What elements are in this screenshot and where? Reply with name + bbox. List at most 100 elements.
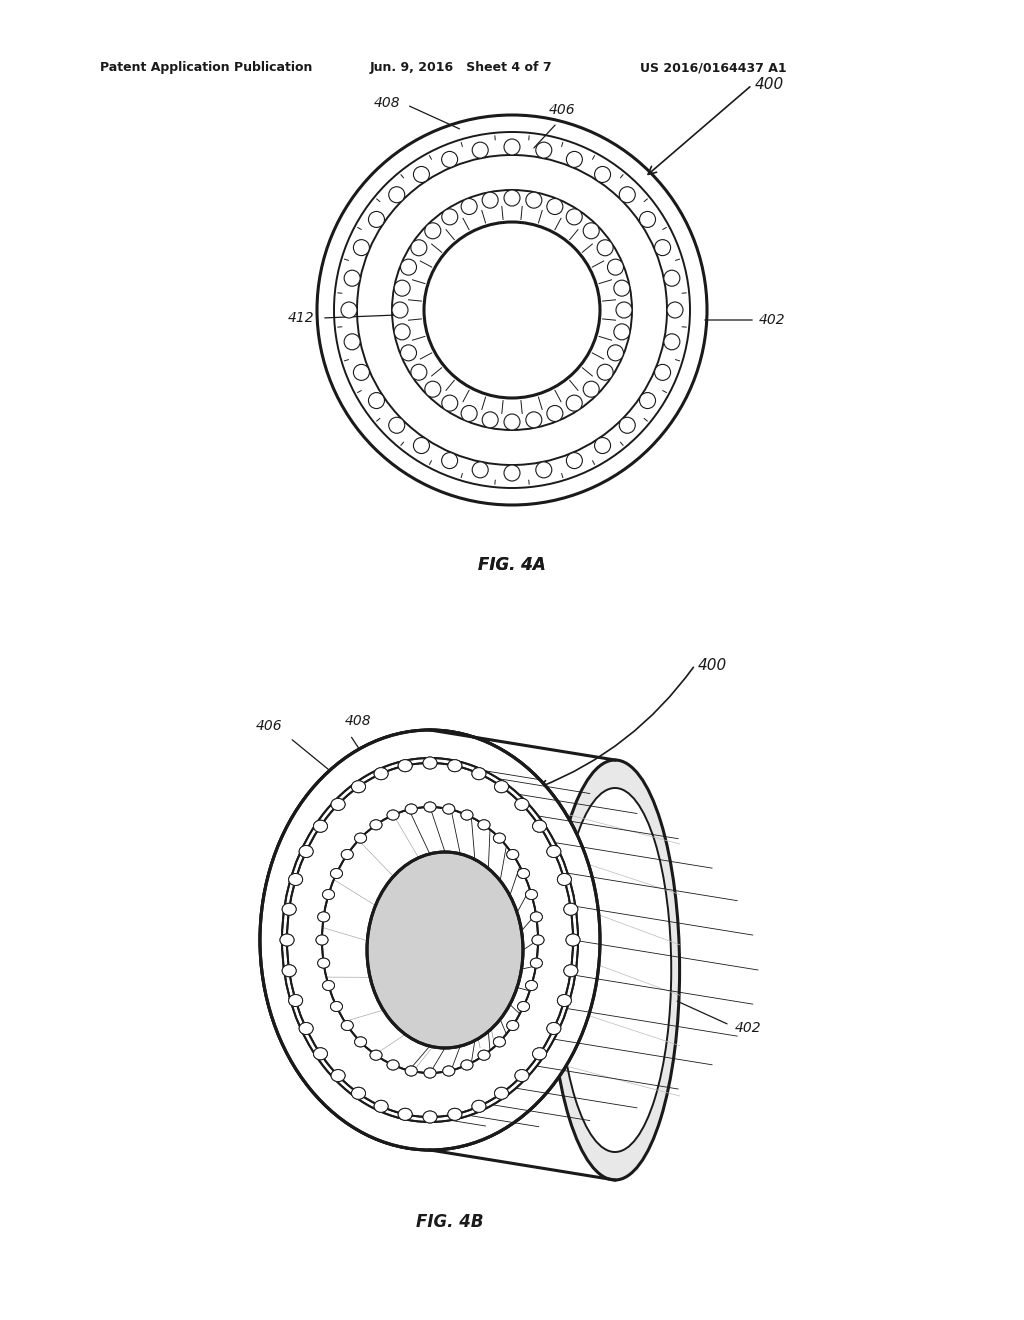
Ellipse shape bbox=[559, 788, 672, 1152]
Text: 404: 404 bbox=[455, 993, 481, 1007]
Ellipse shape bbox=[507, 1020, 519, 1031]
Circle shape bbox=[667, 302, 683, 318]
Ellipse shape bbox=[398, 760, 413, 772]
Ellipse shape bbox=[398, 760, 413, 772]
Ellipse shape bbox=[331, 1069, 345, 1081]
Ellipse shape bbox=[280, 935, 294, 946]
Circle shape bbox=[414, 166, 429, 182]
Ellipse shape bbox=[495, 1088, 509, 1100]
Ellipse shape bbox=[530, 912, 543, 921]
Ellipse shape bbox=[557, 874, 571, 886]
Ellipse shape bbox=[283, 965, 296, 977]
Ellipse shape bbox=[354, 1038, 367, 1047]
Ellipse shape bbox=[424, 1068, 436, 1078]
Ellipse shape bbox=[323, 890, 335, 899]
Circle shape bbox=[526, 412, 542, 428]
Ellipse shape bbox=[283, 965, 296, 977]
Ellipse shape bbox=[289, 994, 303, 1007]
Circle shape bbox=[389, 186, 404, 203]
Ellipse shape bbox=[494, 1038, 506, 1047]
Ellipse shape bbox=[566, 935, 580, 946]
Ellipse shape bbox=[283, 903, 296, 915]
Circle shape bbox=[441, 209, 458, 224]
Circle shape bbox=[441, 453, 458, 469]
Ellipse shape bbox=[478, 820, 490, 830]
Circle shape bbox=[566, 152, 583, 168]
Ellipse shape bbox=[354, 1038, 367, 1047]
Circle shape bbox=[425, 381, 440, 397]
Circle shape bbox=[341, 302, 357, 318]
Ellipse shape bbox=[423, 1111, 437, 1123]
Circle shape bbox=[400, 345, 417, 360]
Ellipse shape bbox=[442, 804, 455, 814]
Ellipse shape bbox=[299, 846, 313, 858]
Circle shape bbox=[607, 259, 624, 275]
Circle shape bbox=[424, 222, 600, 399]
Ellipse shape bbox=[313, 820, 328, 832]
Ellipse shape bbox=[323, 890, 335, 899]
Circle shape bbox=[620, 186, 635, 203]
Ellipse shape bbox=[351, 780, 366, 793]
Ellipse shape bbox=[313, 1048, 328, 1060]
Ellipse shape bbox=[461, 810, 473, 820]
Ellipse shape bbox=[289, 874, 303, 886]
Ellipse shape bbox=[351, 1088, 366, 1100]
Ellipse shape bbox=[299, 1023, 313, 1035]
Text: FIG. 4B: FIG. 4B bbox=[416, 1213, 483, 1232]
Ellipse shape bbox=[374, 768, 388, 780]
Ellipse shape bbox=[547, 1023, 561, 1035]
Text: 406: 406 bbox=[255, 719, 282, 733]
Ellipse shape bbox=[287, 763, 573, 1117]
Circle shape bbox=[640, 211, 655, 227]
Ellipse shape bbox=[532, 935, 544, 945]
Ellipse shape bbox=[447, 760, 462, 772]
Circle shape bbox=[616, 302, 632, 318]
Ellipse shape bbox=[424, 803, 436, 812]
Circle shape bbox=[504, 190, 520, 206]
Circle shape bbox=[414, 437, 429, 454]
Text: FIG. 4A: FIG. 4A bbox=[478, 556, 546, 574]
Ellipse shape bbox=[406, 804, 417, 814]
Ellipse shape bbox=[494, 1038, 506, 1047]
Circle shape bbox=[394, 280, 411, 296]
Ellipse shape bbox=[515, 1069, 529, 1081]
Ellipse shape bbox=[461, 810, 473, 820]
Circle shape bbox=[472, 462, 488, 478]
Text: US 2016/0164437 A1: US 2016/0164437 A1 bbox=[640, 62, 786, 74]
Ellipse shape bbox=[406, 1067, 417, 1076]
Ellipse shape bbox=[525, 981, 538, 990]
Ellipse shape bbox=[564, 903, 578, 915]
Ellipse shape bbox=[494, 833, 506, 843]
Circle shape bbox=[526, 193, 542, 209]
Ellipse shape bbox=[370, 1051, 382, 1060]
Ellipse shape bbox=[530, 912, 543, 921]
Circle shape bbox=[392, 302, 408, 318]
Ellipse shape bbox=[547, 846, 561, 858]
Text: Patent Application Publication: Patent Application Publication bbox=[100, 62, 312, 74]
Ellipse shape bbox=[374, 768, 388, 780]
Ellipse shape bbox=[517, 869, 529, 879]
Ellipse shape bbox=[341, 850, 353, 859]
Circle shape bbox=[353, 364, 370, 380]
Ellipse shape bbox=[447, 1109, 462, 1121]
Ellipse shape bbox=[313, 820, 328, 832]
Ellipse shape bbox=[507, 1020, 519, 1031]
Circle shape bbox=[566, 395, 583, 411]
Circle shape bbox=[547, 405, 563, 421]
Ellipse shape bbox=[280, 935, 294, 946]
Ellipse shape bbox=[424, 1068, 436, 1078]
Ellipse shape bbox=[316, 935, 328, 945]
Ellipse shape bbox=[341, 1020, 353, 1031]
Ellipse shape bbox=[564, 965, 578, 977]
Ellipse shape bbox=[351, 780, 366, 793]
Ellipse shape bbox=[525, 981, 538, 990]
Ellipse shape bbox=[423, 756, 437, 770]
Ellipse shape bbox=[494, 833, 506, 843]
Ellipse shape bbox=[354, 833, 367, 843]
Text: 404: 404 bbox=[509, 290, 536, 305]
Circle shape bbox=[536, 143, 552, 158]
Circle shape bbox=[613, 280, 630, 296]
Ellipse shape bbox=[289, 994, 303, 1007]
Text: FIG. 4A: FIG. 4A bbox=[478, 556, 546, 574]
Ellipse shape bbox=[532, 820, 547, 832]
